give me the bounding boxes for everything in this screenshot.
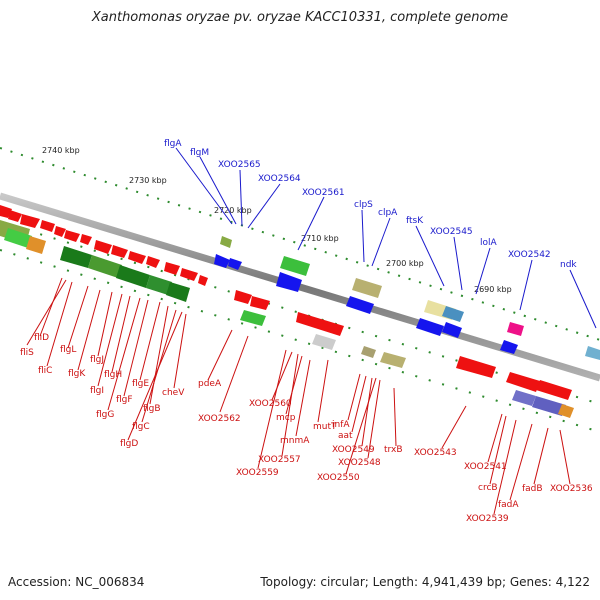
gene-label-bottom: XOO2557 <box>258 455 301 465</box>
gene-label-bottom: mutT <box>313 422 337 432</box>
gene-label-bottom: infA <box>332 420 350 430</box>
forward-genes <box>214 254 518 354</box>
gene-label-bottom: flgD <box>120 439 138 449</box>
gene-label-bottom: pdeA <box>198 379 222 389</box>
green-gene-blocks <box>0 220 190 302</box>
reverse-genes-lower <box>234 290 572 400</box>
gene-label-bottom: fliS <box>20 348 34 358</box>
gene-label-bottom: XOO2549 <box>332 445 375 455</box>
accession-text: Accession: NC_006834 <box>8 575 145 589</box>
gene-label-top: flgM <box>190 148 209 158</box>
gene-label-bottom: flgC <box>132 422 150 432</box>
gene-label-top: XOO2545 <box>430 227 473 237</box>
gene-label-bottom: cheV <box>162 388 185 398</box>
map-title: Xanthomonas oryzae pv. oryzae KACC10331,… <box>91 10 509 25</box>
top-gene-labels: flgA flgM XOO2565 XOO2564 XOO2561 clpS c… <box>164 139 577 270</box>
gene-label-bottom: fliD <box>34 333 49 343</box>
gene-label-bottom: XOO2543 <box>414 448 457 458</box>
gene-label-top: XOO2561 <box>302 188 345 198</box>
gene-label-bottom: fliC <box>38 366 52 376</box>
gene-label-bottom: flgG <box>96 410 114 420</box>
kbp-label: 2740 kbp <box>42 146 80 155</box>
gene-label-bottom: flgB <box>143 404 161 414</box>
gene-label-bottom: flgL <box>60 345 76 355</box>
reverse-genes-row <box>0 205 208 286</box>
gene-label-bottom: flgE <box>132 379 149 389</box>
gene-label-top: ndk <box>560 260 577 270</box>
gene-label-bottom: aat <box>338 431 353 441</box>
gene-label-bottom: flgJ <box>90 355 104 365</box>
gene-label-bottom: XOO2548 <box>338 458 381 468</box>
gene-label-top: clpA <box>378 208 398 218</box>
gene-label-bottom: mcp <box>276 413 296 423</box>
gene-label-top: lolA <box>480 238 498 248</box>
lower-tick-row <box>0 249 600 433</box>
kbp-label: 2710 kbp <box>301 234 339 243</box>
topology-text: Topology: circular; Length: 4,941,439 bp… <box>260 575 590 589</box>
kbp-label: 2700 kbp <box>386 259 424 268</box>
kbp-label: 2730 kbp <box>129 176 167 185</box>
gene-label-bottom: XOO2559 <box>236 468 279 478</box>
gene-label-top: clpS <box>354 200 373 210</box>
kbp-tick-labels: 2740 kbp 2730 kbp 2720 kbp 2710 kbp 2700… <box>42 146 512 294</box>
bottom-leader-lines <box>26 277 571 515</box>
gene-label-top: ftsK <box>406 216 424 226</box>
gene-label-top: XOO2564 <box>258 174 301 184</box>
gene-label-top: XOO2542 <box>508 250 551 260</box>
kbp-label: 2720 kbp <box>214 206 252 215</box>
gene-label-bottom: flgH <box>104 370 122 380</box>
gene-label-bottom: XOO2539 <box>466 514 509 524</box>
gene-label-bottom: crcB <box>478 483 498 493</box>
gene-label-bottom: XOO2560 <box>249 399 292 409</box>
gene-label-top: flgA <box>164 139 182 149</box>
gene-label-bottom: mnmA <box>280 436 310 446</box>
misc-gene-blocks <box>220 236 600 418</box>
bottom-gene-labels: fliD fliS fliC flgL flgK flgJ flgI flgH … <box>20 333 593 524</box>
top-leader-lines <box>175 147 597 329</box>
genome-backbone <box>0 192 600 382</box>
gene-label-bottom: XOO2536 <box>550 484 593 494</box>
kbp-label: 2690 kbp <box>474 285 512 294</box>
gene-label-bottom: XOO2541 <box>464 462 507 472</box>
gene-label-bottom: fadA <box>498 500 519 510</box>
gene-label-top: XOO2565 <box>218 160 261 170</box>
gene-label-bottom: trxB <box>384 445 403 455</box>
gene-label-bottom: flgK <box>68 369 86 379</box>
gene-label-bottom: flgF <box>116 395 133 405</box>
gene-label-bottom: XOO2562 <box>198 414 241 424</box>
gene-label-bottom: flgI <box>90 386 104 396</box>
gene-label-bottom: fadB <box>522 484 543 494</box>
gene-label-bottom: XOO2550 <box>317 473 360 483</box>
